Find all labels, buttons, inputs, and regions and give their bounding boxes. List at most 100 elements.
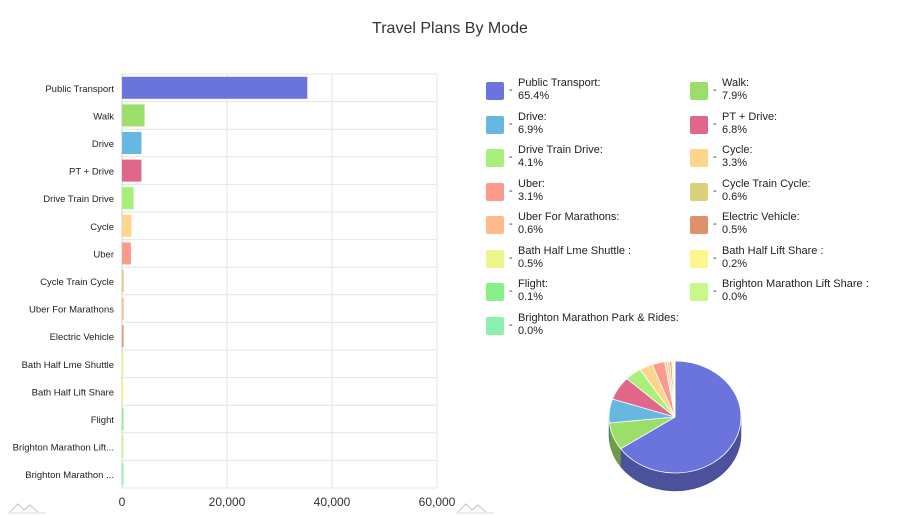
legend-percent: 0.0% xyxy=(518,324,544,337)
legend-percent: 3.1% xyxy=(518,190,544,203)
legend-swatch xyxy=(486,82,504,100)
legend-label: Brighton Marathon Park & Rides: xyxy=(518,311,679,324)
legend-item[interactable]: - Brighton Marathon Lift Share :0.0% xyxy=(690,277,890,311)
legend-separator: - xyxy=(713,251,717,264)
legend-swatch xyxy=(486,216,504,234)
legend-label: Walk: xyxy=(722,77,750,89)
legend-percent: 0.5% xyxy=(518,257,544,270)
legend-item[interactable]: - Electric Vehicle: 0.5% xyxy=(690,210,890,244)
bar[interactable] xyxy=(122,187,134,210)
legend-percent: 6.9% xyxy=(518,123,544,136)
bar[interactable] xyxy=(122,104,145,127)
legend-percent: 6.8% xyxy=(722,123,748,136)
bar[interactable] xyxy=(122,76,308,99)
legend-swatch xyxy=(486,115,504,134)
legend-label: Flight: xyxy=(518,278,548,290)
legend-separator: - xyxy=(509,285,513,297)
y-category-label: Uber For Marathons xyxy=(29,305,114,316)
bar[interactable] xyxy=(122,214,132,237)
legend-item[interactable]: - Public Transport: 65.4% xyxy=(486,76,686,110)
bar[interactable] xyxy=(122,380,124,403)
y-category-label: Drive xyxy=(92,139,114,150)
x-tick-label: 40,000 xyxy=(314,495,351,509)
legend-separator: - xyxy=(713,151,717,163)
legend-percent: 4.1% xyxy=(518,157,544,169)
bar[interactable] xyxy=(122,463,124,486)
legend-separator: - xyxy=(713,84,717,96)
legend-label: Electric Vehicle: xyxy=(722,211,800,223)
legend-label: Bath Half Lift Share : xyxy=(722,244,824,257)
legend-swatch xyxy=(690,115,708,134)
legend-percent: 0.1% xyxy=(518,291,544,303)
legend-item[interactable]: - Walk: 7.9% xyxy=(690,76,890,110)
legend-percent: 0.6% xyxy=(722,190,748,203)
legend-item[interactable]: - Bath Half Lme Shuttle :0.5% xyxy=(486,244,686,278)
legend-percent: 0.5% xyxy=(722,224,748,236)
watermark-icon xyxy=(8,503,46,514)
legend-item[interactable]: - Drive Train Drive: 4.1% xyxy=(486,143,686,177)
legend-label: Brighton Marathon Lift Share : xyxy=(722,278,869,290)
legend-swatch xyxy=(486,316,504,335)
y-category-label: Uber xyxy=(93,249,114,260)
pie-slice[interactable] xyxy=(620,360,742,474)
y-category-label: Cycle xyxy=(90,222,114,233)
legend-item[interactable]: - Drive: 6.9% xyxy=(486,110,686,144)
bar[interactable] xyxy=(122,242,131,265)
legend-percent: 7.9% xyxy=(722,90,748,102)
legend-item[interactable]: - Cycle: 3.3% xyxy=(690,143,890,177)
bar[interactable] xyxy=(122,408,124,430)
legend-swatch xyxy=(690,216,708,234)
y-category-label: Drive Train Drive xyxy=(43,194,114,205)
legend-swatch xyxy=(690,182,708,201)
legend-item[interactable]: - Uber: 3.1% xyxy=(486,177,686,211)
bar[interactable] xyxy=(122,325,124,348)
y-category-label: Flight xyxy=(91,415,115,426)
legend-swatch xyxy=(486,182,504,201)
bar-chart: 0 20,000 40,000 60,000 Public Transport Walk D… xyxy=(13,73,456,509)
y-category-label: Electric Vehicle xyxy=(50,332,114,343)
legend-item[interactable]: - Cycle Train Cycle: 0.6% xyxy=(690,177,890,211)
legend-swatch xyxy=(690,249,708,268)
watermark-icon xyxy=(456,503,494,514)
legend-separator: - xyxy=(509,184,513,197)
bar[interactable] xyxy=(122,132,142,154)
legend-separator: - xyxy=(713,285,717,297)
x-tick-label: 20,000 xyxy=(209,495,246,509)
legend-item[interactable]: - Bath Half Lift Share :0.2% xyxy=(690,244,890,278)
legend-swatch xyxy=(486,283,504,301)
y-category-label: Bath Half Lme Shuttle xyxy=(22,360,114,371)
legend-swatch xyxy=(690,149,708,167)
x-tick-label: 60,000 xyxy=(419,495,456,509)
chart-title: Travel Plans By Mode xyxy=(372,20,528,37)
legend-swatch xyxy=(486,149,504,167)
legend-percent: 0.0% xyxy=(722,291,748,303)
legend-item[interactable]: - Flight: 0.1% xyxy=(486,277,686,311)
legend-item[interactable]: - Brighton Marathon Park & Rides: 0.0% xyxy=(486,311,686,345)
bar[interactable] xyxy=(122,159,142,182)
legend-separator: - xyxy=(509,251,513,264)
legend-swatch xyxy=(486,249,504,268)
y-category-label: Brighton Marathon Lift... xyxy=(13,443,114,454)
legend-label: Uber For Marathons: xyxy=(518,211,620,223)
y-category-label: Walk xyxy=(93,111,114,122)
bar[interactable] xyxy=(122,297,124,320)
y-category-label: PT + Drive xyxy=(69,167,114,178)
legend-separator: - xyxy=(509,117,513,130)
bar[interactable] xyxy=(122,270,124,292)
x-tick-label: 0 xyxy=(119,495,126,509)
bar[interactable] xyxy=(122,352,124,375)
legend-percent: 65.4% xyxy=(518,90,550,102)
legend-label: Drive Train Drive: xyxy=(518,144,603,156)
legend-label: Bath Half Lme Shuttle : xyxy=(518,244,632,257)
y-category-label: Cycle Train Cycle xyxy=(40,277,114,288)
legend-percent: 0.6% xyxy=(518,224,544,236)
legend-item[interactable]: - PT + Drive: 6.8% xyxy=(690,110,890,144)
bar[interactable] xyxy=(122,435,124,458)
legend-swatch xyxy=(690,82,708,100)
y-category-label: Public Transport xyxy=(45,84,114,95)
legend-separator: - xyxy=(509,84,513,96)
legend-separator: - xyxy=(509,318,513,331)
legend-label: PT + Drive: xyxy=(722,110,778,123)
legend-item[interactable]: - Uber For Marathons: 0.6% xyxy=(486,210,686,244)
legend-label: Cycle Train Cycle: xyxy=(722,177,811,190)
